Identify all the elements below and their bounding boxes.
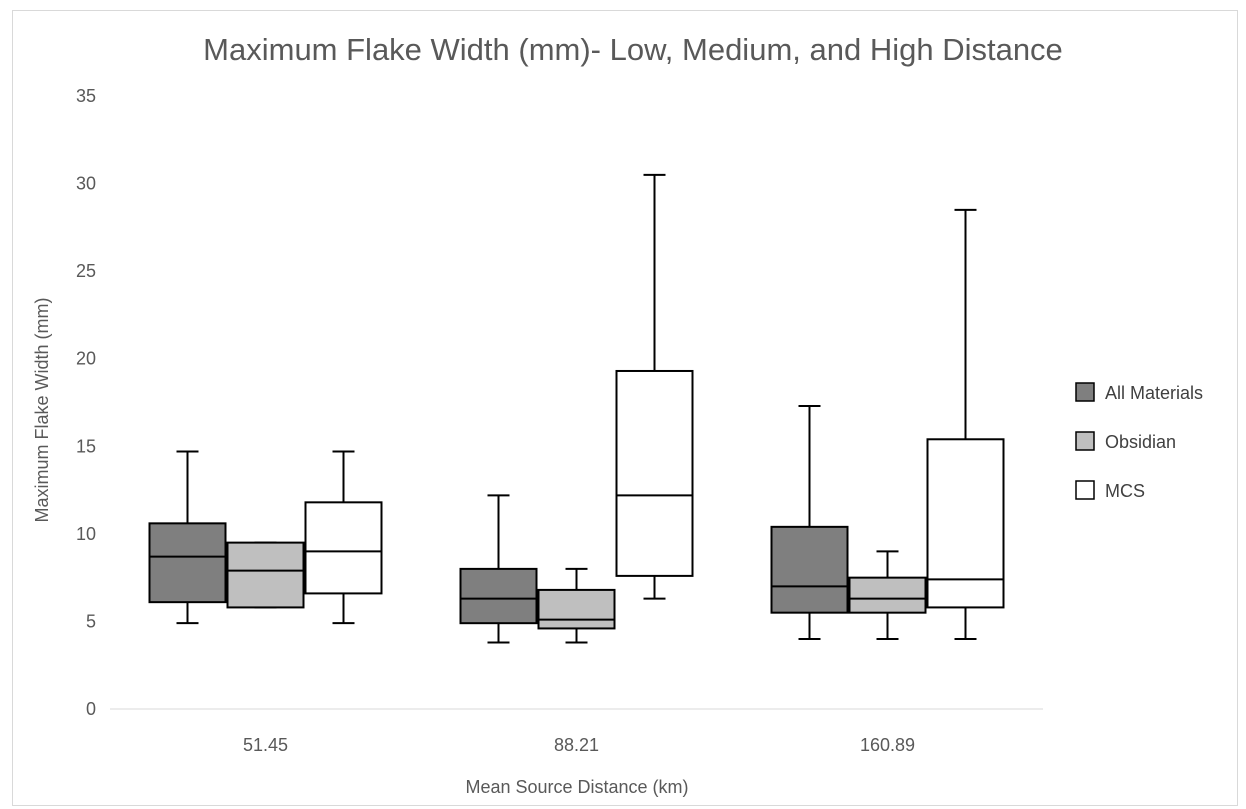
- box: [770, 525, 849, 614]
- x-tick-label: 160.89: [860, 735, 915, 755]
- x-tick-label: 88.21: [554, 735, 599, 755]
- y-tick-label: 10: [76, 524, 96, 544]
- box: [926, 438, 1005, 609]
- box: [459, 567, 538, 625]
- series-all-materials: [148, 405, 849, 644]
- y-axis-label: Maximum Flake Width (mm): [32, 297, 52, 522]
- legend-swatch: [1075, 431, 1095, 451]
- y-tick-label: 35: [76, 86, 96, 106]
- y-tick-label: 15: [76, 436, 96, 456]
- legend-label: All Materials: [1105, 383, 1203, 403]
- y-tick-label: 0: [86, 699, 96, 719]
- box: [615, 369, 694, 577]
- legend-item-mcs: MCS: [1075, 480, 1145, 501]
- y-tick-label: 20: [76, 349, 96, 369]
- legend-swatch: [1075, 480, 1095, 500]
- y-axis-ticks: 0 5 10 15 20 25 30 35: [76, 86, 96, 719]
- y-tick-label: 5: [86, 611, 96, 631]
- chart-title: Maximum Flake Width (mm)- Low, Medium, a…: [203, 32, 1063, 67]
- legend-label: Obsidian: [1105, 432, 1176, 452]
- legend-item-all-materials: All Materials: [1075, 382, 1203, 403]
- box: [148, 522, 227, 604]
- series-obsidian: [226, 541, 927, 644]
- box: [848, 576, 927, 614]
- box: [304, 501, 383, 595]
- x-axis-ticks: 51.45 88.21 160.89: [243, 735, 915, 755]
- box: [537, 588, 616, 630]
- legend: All Materials Obsidian MCS: [1075, 382, 1203, 501]
- legend-swatch: [1075, 382, 1095, 402]
- legend-item-obsidian: Obsidian: [1075, 431, 1176, 452]
- box: [226, 541, 305, 609]
- x-tick-label: 51.45: [243, 735, 288, 755]
- y-tick-label: 25: [76, 261, 96, 281]
- x-axis-label: Mean Source Distance (km): [465, 777, 688, 797]
- legend-label: MCS: [1105, 481, 1145, 501]
- box-plot-series: [148, 173, 1005, 644]
- y-tick-label: 30: [76, 174, 96, 194]
- series-mcs: [304, 173, 1005, 640]
